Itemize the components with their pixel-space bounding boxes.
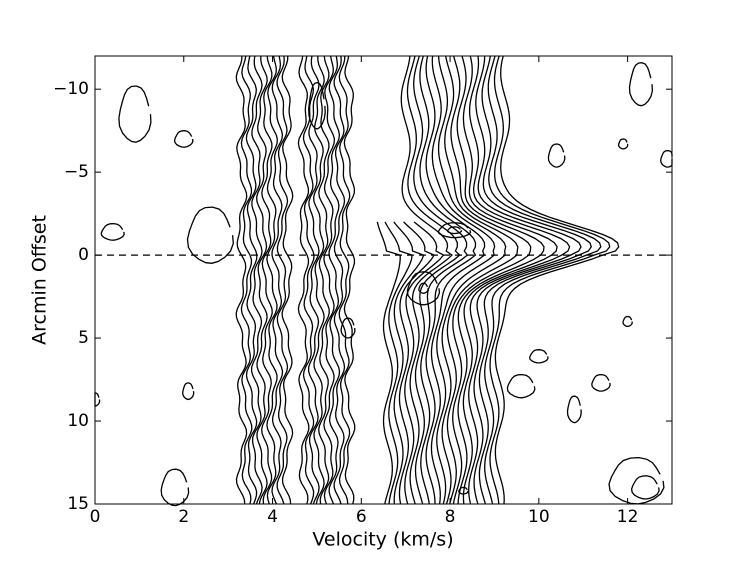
contour-line bbox=[622, 315, 633, 328]
contour-line bbox=[302, 55, 315, 505]
contour-line bbox=[450, 55, 532, 505]
contour-line bbox=[404, 221, 445, 505]
contour-line bbox=[173, 130, 194, 148]
contour-line bbox=[308, 81, 326, 130]
contour-line bbox=[182, 382, 195, 401]
y-axis-label: Arcmin Offset bbox=[29, 215, 51, 345]
contour-line bbox=[376, 221, 401, 505]
contour-line bbox=[100, 222, 125, 241]
contour-line bbox=[617, 138, 629, 150]
x-tick-label: 2 bbox=[178, 507, 189, 527]
contour-line bbox=[256, 56, 268, 505]
contour-line bbox=[118, 85, 152, 143]
x-tick-label: 10 bbox=[528, 507, 550, 527]
contour-line bbox=[160, 468, 190, 507]
contour-line bbox=[458, 486, 469, 495]
contour-line bbox=[630, 475, 660, 500]
contour-line bbox=[307, 55, 320, 505]
contour-line bbox=[323, 55, 336, 505]
contour-line bbox=[250, 55, 263, 505]
contour-lines bbox=[94, 55, 673, 507]
contour-line bbox=[419, 55, 477, 505]
y-tick-label: 5 bbox=[78, 328, 89, 348]
contour-line bbox=[447, 226, 463, 235]
contour-line bbox=[660, 149, 673, 168]
contour-line bbox=[271, 55, 284, 505]
contour-line bbox=[406, 271, 441, 306]
contour-line bbox=[297, 55, 310, 505]
contour-line bbox=[338, 55, 351, 505]
x-tick-label: 0 bbox=[90, 507, 101, 527]
contour-line bbox=[276, 55, 289, 505]
contour-line bbox=[343, 55, 356, 505]
contour-line bbox=[608, 456, 665, 505]
contour-line bbox=[418, 282, 429, 294]
contour-line bbox=[494, 55, 620, 505]
contour-line bbox=[393, 221, 425, 505]
x-tick-label: 12 bbox=[617, 507, 639, 527]
plot-frame bbox=[94, 55, 673, 505]
contour-line bbox=[566, 395, 582, 424]
contour-line bbox=[340, 317, 356, 339]
contour-line bbox=[547, 143, 566, 168]
contour-line bbox=[506, 373, 536, 399]
contour-line bbox=[398, 221, 436, 505]
contour-line bbox=[484, 55, 602, 505]
contour-line bbox=[186, 206, 234, 264]
contour-line bbox=[413, 55, 469, 505]
contour-line bbox=[235, 55, 248, 505]
contour-line bbox=[245, 55, 258, 505]
contour-line bbox=[473, 55, 582, 505]
contour-line bbox=[628, 62, 654, 107]
x-axis-label: Velocity (km/s) bbox=[312, 529, 453, 551]
y-tick-label: −10 bbox=[53, 79, 89, 99]
contour-line bbox=[431, 55, 496, 505]
contour-line bbox=[529, 349, 549, 364]
contour-line bbox=[266, 55, 278, 505]
contour-line bbox=[444, 55, 519, 505]
contour-line bbox=[313, 55, 325, 505]
contour-line bbox=[462, 55, 558, 505]
contour-line bbox=[437, 222, 472, 239]
y-tick-label: 10 bbox=[67, 411, 89, 431]
contour-line bbox=[261, 55, 273, 505]
contour-line bbox=[406, 55, 461, 505]
contour-line bbox=[333, 55, 346, 505]
y-tick-label: 15 bbox=[67, 494, 89, 514]
contour-line bbox=[468, 55, 571, 505]
contour-line bbox=[591, 373, 611, 392]
contour-line bbox=[400, 55, 453, 505]
x-tick-label: 4 bbox=[267, 507, 278, 527]
x-tick-label: 6 bbox=[356, 507, 367, 527]
contour-line bbox=[437, 55, 507, 505]
contour-line bbox=[489, 55, 611, 505]
contour-line bbox=[328, 55, 341, 505]
contour-line bbox=[240, 55, 253, 505]
contour-line bbox=[281, 55, 294, 505]
contour-line bbox=[94, 392, 101, 407]
contour-line bbox=[478, 55, 593, 505]
contour-line bbox=[425, 55, 486, 505]
contour-line bbox=[384, 221, 413, 505]
contour-line bbox=[456, 55, 545, 505]
x-tick-label: 8 bbox=[445, 507, 456, 527]
y-tick-label: −5 bbox=[64, 162, 89, 182]
y-tick-label: 0 bbox=[78, 245, 89, 265]
contour-line bbox=[318, 55, 330, 505]
